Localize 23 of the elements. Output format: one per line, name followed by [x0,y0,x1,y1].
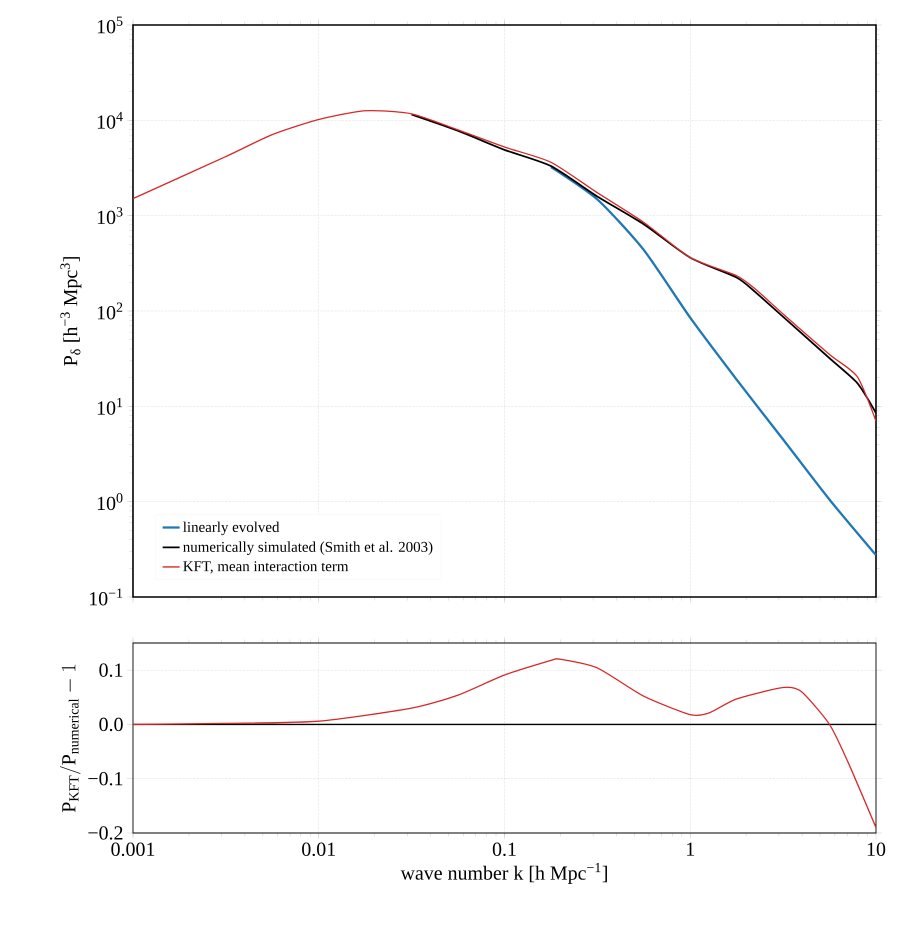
x-tick-label: 10 [868,842,886,856]
y-tick-label: 0.1 [99,663,122,677]
y-tick-label: 0.0 [99,718,123,732]
y-tick-label: 10$^{4}$ [98,112,123,129]
y-tick-label: 10$^{2}$ [98,302,122,320]
y-tick-label: −0.1 [88,772,122,786]
legend-label: numerically simulated (Smith et al. 2003) [183,541,432,555]
x-axis-title: wave number k [h Mpc$^{−1}$] [400,862,607,884]
y-tick-label: 10$^{0}$ [98,493,122,510]
y-tick-label: 10$^{−1}$ [90,588,122,606]
y-tick-label: −0.2 [88,826,122,840]
legend-label: linearly evolved [183,522,280,536]
x-tick-label: 0.1 [492,842,516,856]
y-tick-label: 10$^{5}$ [98,16,122,34]
x-tick-label: 1 [687,842,694,856]
y-axis-title: P$_{δ}$ [h$^{−3}$ Mpc$^{3}$] [60,257,82,366]
line-series [550,166,876,556]
x-tick-label: 0.01 [302,842,335,856]
x-tick-label: 0.001 [111,842,154,856]
y-axis-title: $\mathrm{P_{KFT}/P_{numerical}} - 1$ [60,664,80,812]
y-tick-label: 10$^{3}$ [98,207,122,224]
legend-label: KFT, mean interaction term [183,561,348,574]
y-tick-label: 10$^{1}$ [98,398,122,415]
